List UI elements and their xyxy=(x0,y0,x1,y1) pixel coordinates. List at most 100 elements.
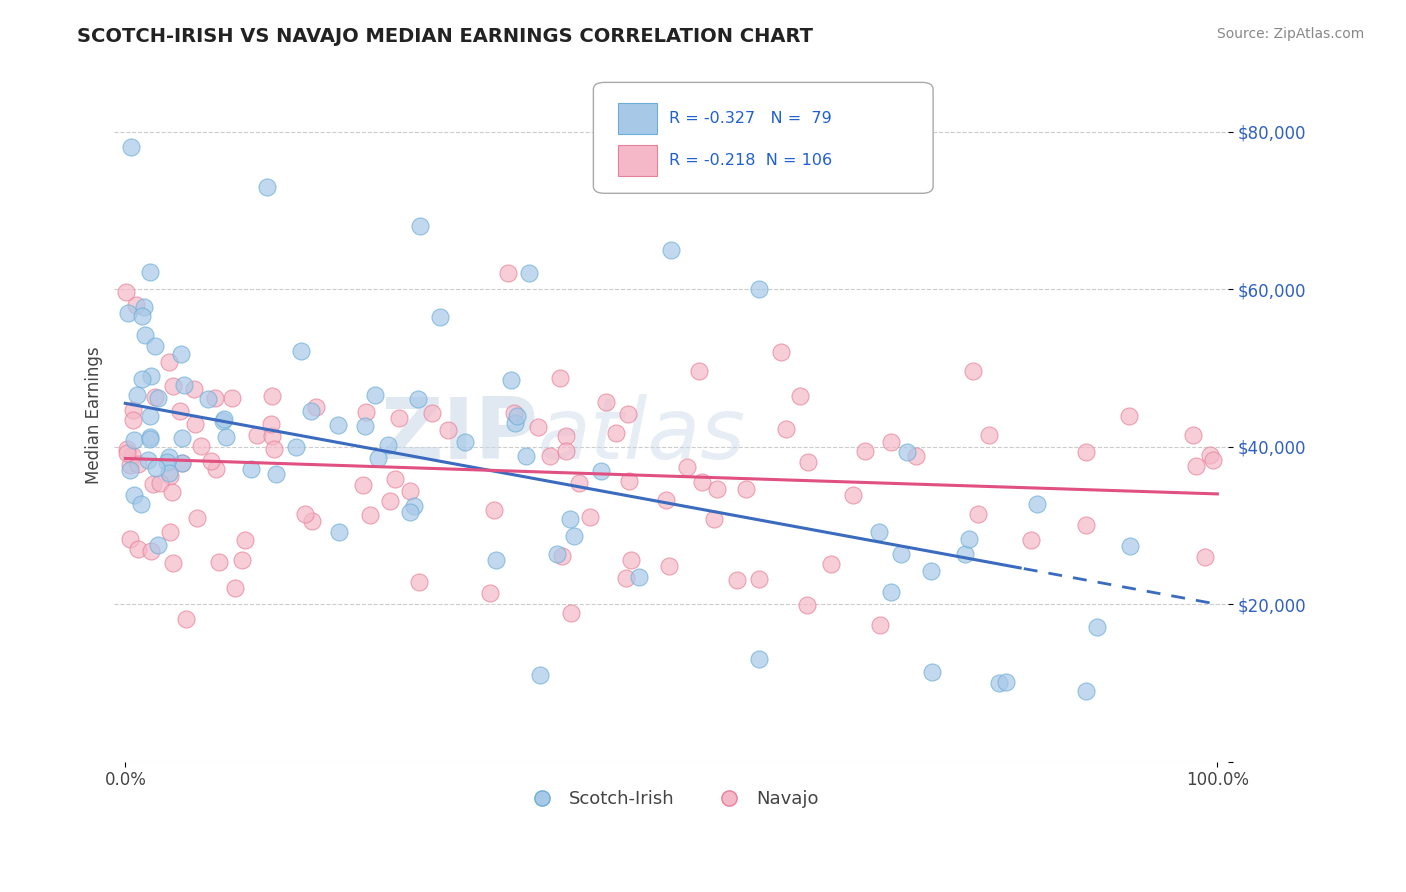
Point xyxy=(503,416,526,430)
Point xyxy=(853,444,876,458)
Legend: Scotch-Irish, Navajo: Scotch-Irish, Navajo xyxy=(517,782,825,815)
Point xyxy=(904,449,927,463)
Point xyxy=(437,423,460,437)
Point xyxy=(136,453,159,467)
Text: SCOTCH-IRISH VS NAVAJO MEDIAN EARNINGS CORRELATION CHART: SCOTCH-IRISH VS NAVAJO MEDIAN EARNINGS C… xyxy=(77,27,813,45)
Point xyxy=(117,306,139,320)
Point xyxy=(485,553,508,567)
Point xyxy=(170,431,193,445)
Point xyxy=(263,442,285,456)
Point xyxy=(890,547,912,561)
Point xyxy=(260,429,283,443)
Point xyxy=(294,507,316,521)
Point xyxy=(735,483,758,497)
Point xyxy=(246,428,269,442)
Point xyxy=(174,612,197,626)
Point xyxy=(620,553,643,567)
Point xyxy=(1085,620,1108,634)
Point xyxy=(149,475,172,490)
Point xyxy=(377,438,399,452)
Point xyxy=(429,310,451,324)
Point xyxy=(139,430,162,444)
Text: atlas: atlas xyxy=(537,394,745,477)
Point xyxy=(304,400,326,414)
Point xyxy=(1074,517,1097,532)
Point xyxy=(157,355,180,369)
Point xyxy=(127,542,149,557)
Point xyxy=(896,445,918,459)
Point xyxy=(869,618,891,632)
Point xyxy=(1025,497,1047,511)
Point xyxy=(550,371,572,385)
Point xyxy=(231,553,253,567)
Point xyxy=(367,451,389,466)
Point xyxy=(564,529,586,543)
Point xyxy=(399,483,422,498)
Point xyxy=(1194,550,1216,565)
Point xyxy=(692,475,714,489)
Point xyxy=(526,420,548,434)
Point xyxy=(145,390,167,404)
Point xyxy=(616,407,638,421)
Point xyxy=(1202,453,1225,467)
Point xyxy=(139,432,162,446)
Point xyxy=(183,382,205,396)
Point xyxy=(205,462,228,476)
Text: ZIP: ZIP xyxy=(380,394,537,477)
Point xyxy=(134,328,156,343)
Point xyxy=(420,405,443,419)
Point xyxy=(554,428,576,442)
Point xyxy=(921,665,943,680)
Point xyxy=(212,411,235,425)
Point xyxy=(617,474,640,488)
Point xyxy=(880,435,903,450)
Point xyxy=(408,574,430,589)
Point xyxy=(121,449,143,463)
Point xyxy=(454,435,477,450)
Point xyxy=(114,285,136,300)
Y-axis label: Median Earnings: Median Earnings xyxy=(86,346,103,484)
Point xyxy=(212,414,235,428)
Point xyxy=(560,607,582,621)
Point xyxy=(172,456,194,470)
Point xyxy=(290,344,312,359)
Point xyxy=(868,524,890,539)
Point xyxy=(676,460,699,475)
Point xyxy=(132,300,155,314)
Point xyxy=(879,584,901,599)
Point xyxy=(170,347,193,361)
Point xyxy=(820,557,842,571)
Point xyxy=(654,493,676,508)
Point xyxy=(141,544,163,558)
Point xyxy=(125,298,148,312)
Point xyxy=(614,571,637,585)
Point xyxy=(688,363,710,377)
Bar xyxy=(617,145,657,176)
Point xyxy=(555,444,578,458)
Point xyxy=(503,406,526,420)
Point xyxy=(1198,448,1220,462)
Point xyxy=(384,472,406,486)
Point xyxy=(127,457,149,471)
Point xyxy=(301,514,323,528)
Point xyxy=(354,405,377,419)
Point xyxy=(159,469,181,483)
Point xyxy=(172,457,194,471)
FancyBboxPatch shape xyxy=(593,82,934,194)
Point xyxy=(359,508,381,522)
Point xyxy=(775,421,797,435)
Point xyxy=(399,505,422,519)
Point xyxy=(789,389,811,403)
Point xyxy=(115,446,138,460)
Point xyxy=(505,409,527,423)
Point xyxy=(659,243,682,257)
Point xyxy=(841,488,863,502)
Point xyxy=(1019,533,1042,548)
Point xyxy=(208,555,231,569)
Point xyxy=(197,392,219,406)
Point xyxy=(148,391,170,405)
Point xyxy=(1118,539,1140,553)
Point xyxy=(628,569,651,583)
Point xyxy=(204,391,226,405)
Point xyxy=(118,463,141,477)
